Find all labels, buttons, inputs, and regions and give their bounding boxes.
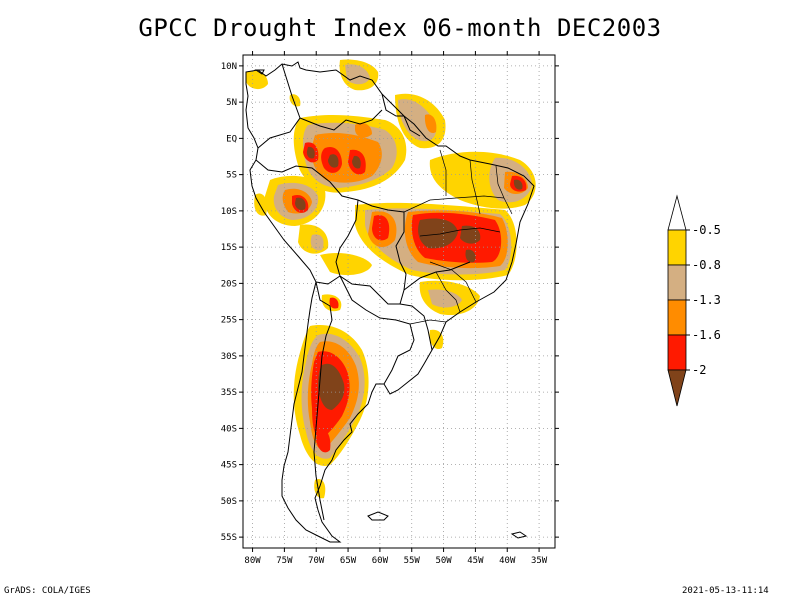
lon-tick-label: 70W [308, 556, 325, 566]
map-title: GPCC Drought Index 06-month DEC2003 [138, 14, 662, 42]
lat-tick-label: 45S [221, 461, 237, 471]
lon-tick-label: 35W [531, 556, 548, 566]
colorbar-label: -1.3 [692, 293, 721, 307]
longitude-axis: 80W 75W 70W 65W 60W 55W 50W 45W 40W 35W [244, 51, 548, 566]
colorbar-legend: -0.5 -0.8 -1.3 -1.6 -2 [667, 194, 721, 407]
lat-tick-label: 30S [221, 352, 237, 362]
lon-tick-label: 75W [276, 556, 293, 566]
lat-tick-label: 50S [221, 497, 237, 507]
lon-tick-label: 80W [244, 556, 261, 566]
footer-credit: GrADS: COLA/IGES [4, 586, 91, 596]
colorbar-segment-4 [667, 334, 687, 371]
lon-tick-label: 65W [340, 556, 357, 566]
colorbar-segment-3 [667, 299, 687, 336]
lon-tick-label: 55W [404, 556, 421, 566]
lat-tick-label: 10S [221, 207, 237, 217]
colorbar-bottom-arrow [667, 369, 687, 407]
lat-tick-label: 40S [221, 424, 237, 434]
colorbar-label: -1.6 [692, 328, 721, 342]
colorbar-segment-1 [667, 229, 687, 266]
lat-tick-label: 5S [226, 171, 237, 181]
colorbar-label: -0.8 [692, 258, 721, 272]
colorbar-segment-2 [667, 264, 687, 301]
drought-shading-layer [246, 59, 536, 499]
lon-tick-label: 60W [372, 556, 389, 566]
lat-tick-label: 15S [221, 243, 237, 253]
lat-tick-label: 25S [221, 316, 237, 326]
lat-tick-label: 35S [221, 388, 237, 398]
colorbar-label: -2 [692, 363, 706, 377]
footer-timestamp: 2021-05-13-11:14 [682, 586, 769, 596]
shading-moderate [246, 59, 536, 499]
lat-tick-label: 5N [226, 98, 237, 108]
latitude-axis: 10N 5N EQ 5S 10S 15S 20S 25S 30S 35S 40S 45S 50S 55S [221, 62, 559, 543]
lon-tick-label: 45W [467, 556, 484, 566]
lon-tick-label: 50W [435, 556, 452, 566]
lon-tick-label: 40W [499, 556, 516, 566]
lat-tick-label: 55S [221, 533, 237, 543]
map-frame [242, 54, 556, 549]
lat-tick-label: EQ [226, 134, 237, 144]
lat-tick-label: 20S [221, 279, 237, 289]
coastline-and-borders [245, 61, 535, 543]
shading-below-minus-2 [295, 146, 523, 410]
lat-tick-label: 10N [221, 62, 237, 72]
colorbar-top-arrow [667, 194, 687, 231]
colorbar-label: -0.5 [692, 223, 721, 237]
graticule [243, 55, 555, 548]
